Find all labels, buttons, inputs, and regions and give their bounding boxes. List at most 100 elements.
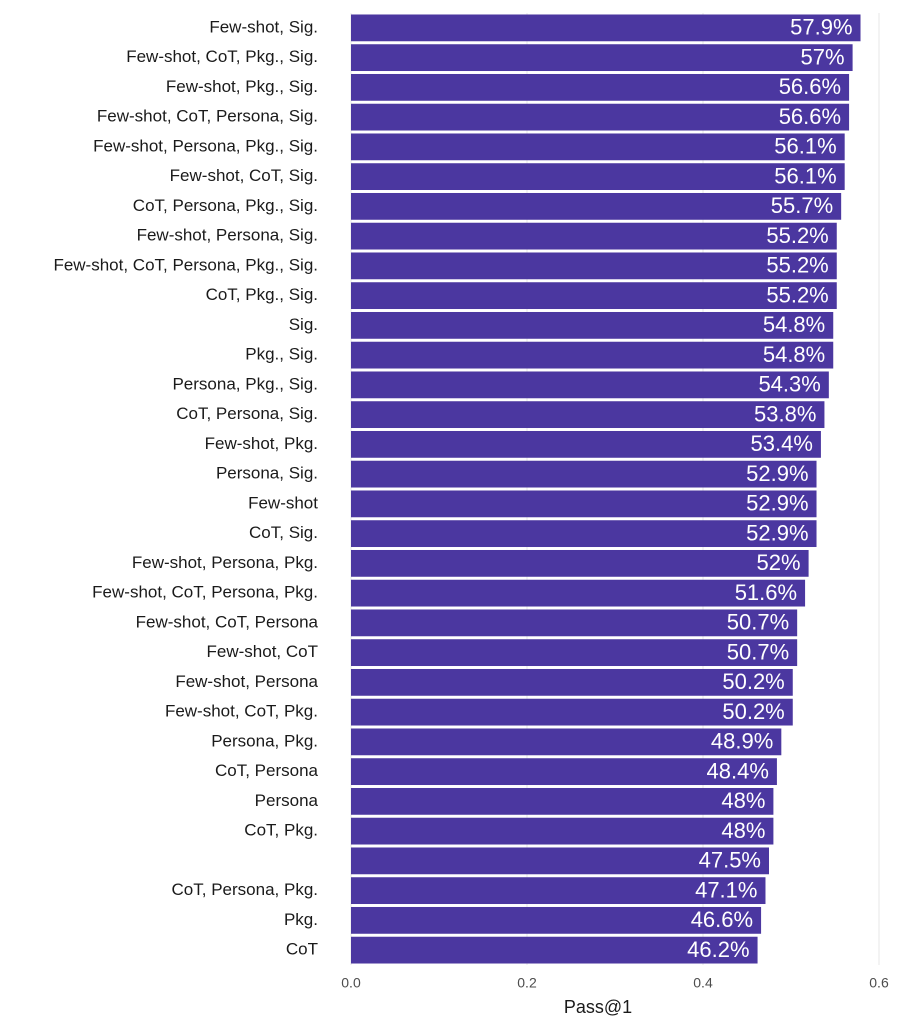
bar (351, 371, 829, 399)
bar (351, 222, 837, 250)
value-label: 57% (801, 44, 845, 69)
bar (351, 430, 821, 458)
value-label: 50.2% (722, 669, 784, 694)
y-tick-label: Few-shot, CoT, Persona, Pkg., Sig. (53, 255, 318, 274)
value-label: 50.2% (722, 699, 784, 724)
value-label: 53.8% (754, 401, 816, 426)
x-tick-label: 0.2 (517, 975, 537, 991)
value-label: 56.1% (774, 134, 836, 159)
y-tick-label: Few-shot, CoT, Pkg., Sig. (126, 47, 318, 66)
bar (351, 163, 845, 191)
bar (351, 103, 850, 131)
y-tick-label: Few-shot, Pkg., Sig. (166, 77, 318, 96)
bar (351, 311, 834, 339)
value-label: 56.1% (774, 163, 836, 188)
x-tick-label: 0.4 (693, 975, 713, 991)
y-tick-label: Few-shot, CoT, Sig. (170, 166, 318, 185)
bar (351, 728, 782, 756)
bar (351, 758, 777, 786)
x-axis-title: Pass@1 (564, 997, 632, 1017)
value-label: 54.3% (758, 372, 820, 397)
x-tick-label: 0.6 (869, 975, 889, 991)
value-label: 52.9% (746, 520, 808, 545)
value-label: 54.8% (763, 312, 825, 337)
y-tick-label: Persona (255, 791, 319, 810)
y-tick-label: CoT, Pkg. (244, 821, 318, 840)
y-tick-label: Pkg., Sig. (245, 345, 318, 364)
bar (351, 698, 793, 726)
bar (351, 460, 817, 488)
bar (351, 817, 774, 845)
y-tick-label: Few-shot, Persona, Pkg., Sig. (93, 136, 318, 155)
y-tick-label: Few-shot, CoT, Persona, Sig. (97, 107, 318, 126)
y-tick-label: Few-shot, Persona (175, 672, 318, 691)
y-tick-label: CoT, Pkg., Sig. (206, 285, 318, 304)
value-label: 57.9% (790, 15, 852, 40)
bar (351, 877, 766, 905)
bar (351, 639, 798, 667)
value-label: 54.8% (763, 342, 825, 367)
bar (351, 133, 845, 161)
bar (351, 401, 825, 429)
bar (351, 73, 850, 101)
y-tick-label: Few-shot (248, 493, 318, 512)
value-label: 48% (721, 788, 765, 813)
y-tick-label: Few-shot, CoT, Persona, Pkg. (92, 583, 318, 602)
y-tick-label: CoT, Persona, Pkg., Sig. (133, 196, 318, 215)
value-label: 52% (757, 550, 801, 575)
y-tick-label: Persona, Pkg. (211, 731, 318, 750)
x-tick-label: 0.0 (341, 975, 361, 991)
value-label: 52.9% (746, 461, 808, 486)
value-label: 50.7% (727, 610, 789, 635)
y-tick-label: Few-shot, CoT (207, 642, 318, 661)
y-tick-label: Few-shot, Pkg. (205, 434, 318, 453)
value-label: 46.6% (691, 907, 753, 932)
value-label: 47.1% (695, 877, 757, 902)
value-label: 53.4% (751, 431, 813, 456)
bar (351, 341, 834, 369)
bar (351, 579, 806, 607)
value-label: 51.6% (735, 580, 797, 605)
bar (351, 847, 769, 875)
value-label: 55.2% (766, 223, 828, 248)
value-label: 52.9% (746, 491, 808, 516)
value-label: 47.5% (699, 848, 761, 873)
y-tick-label: Few-shot, CoT, Pkg. (165, 702, 318, 721)
value-label: 50.7% (727, 639, 789, 664)
value-label: 56.6% (779, 104, 841, 129)
value-label: 48% (721, 818, 765, 843)
value-label: 55.7% (771, 193, 833, 218)
y-tick-label: CoT, Persona (215, 761, 319, 780)
y-tick-label: Pkg. (284, 910, 318, 929)
bar (351, 44, 853, 72)
value-label: 48.4% (707, 758, 769, 783)
bar (351, 520, 817, 548)
y-tick-label: Few-shot, Sig. (209, 17, 318, 36)
y-tick-label: CoT, Persona, Sig. (176, 404, 318, 423)
y-tick-label: Sig. (289, 315, 318, 334)
value-label: 46.2% (687, 937, 749, 962)
bar (351, 192, 842, 220)
bar (351, 787, 774, 815)
y-tick-label: Few-shot, Persona, Sig. (137, 226, 318, 245)
bar (351, 490, 817, 518)
bar (351, 668, 793, 696)
bar (351, 936, 758, 964)
y-tick-label: Few-shot, Persona, Pkg. (132, 553, 318, 572)
y-tick-label: Few-shot, CoT, Persona (136, 612, 319, 631)
bar (351, 252, 837, 280)
bar (351, 906, 762, 934)
y-tick-label: Persona, Pkg., Sig. (172, 374, 318, 393)
bar (351, 14, 861, 42)
bar (351, 282, 837, 310)
value-label: 48.9% (711, 729, 773, 754)
y-tick-label: CoT, Persona, Pkg. (172, 880, 318, 899)
y-tick-label: Persona, Sig. (216, 464, 318, 483)
y-tick-label: CoT, Sig. (249, 523, 318, 542)
value-label: 55.2% (766, 253, 828, 278)
value-label: 55.2% (766, 282, 828, 307)
bar (351, 609, 798, 637)
bar (351, 549, 809, 577)
